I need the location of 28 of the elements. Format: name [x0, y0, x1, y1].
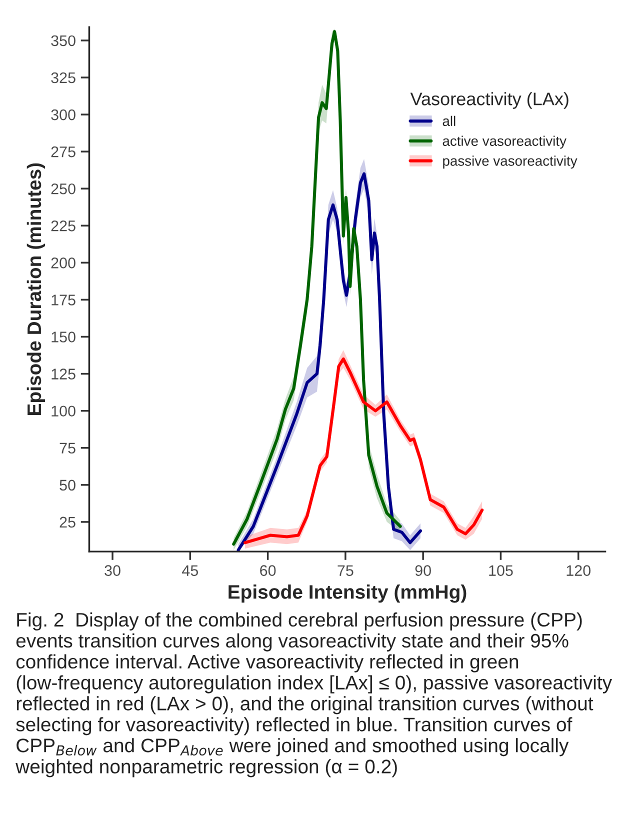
text: Fig. 2 Display of the combined cerebral perfusion pressure (CPP) events transition curves along vasoreactivity state and their 95% confidence interval. Active vasoreactivity reflected in green (low-frequency autoregulation index [LAx] ≤ 0), passive vasoreactivity reflected in red (LAx > 0), and the original transition curves (without selecting for vasoreactivity) reflected in blue. Transition curves of CPP$_{Below}$ and CPP$_{Above}$ were joined and smoothed using locally weighted nonparametric regression (α = 0.2): [16, 612, 612, 778]
y-tick-label: 100: [52, 406, 76, 417]
y-tick-label: 125: [52, 368, 76, 380]
y-tick-label: 225: [51, 220, 76, 232]
x-tick-label: 105: [489, 565, 513, 576]
y-tick-label: 75: [60, 442, 76, 454]
y-tick-label: 150: [52, 332, 76, 342]
y-axis-title: Episode Duration (minutes): [26, 163, 45, 415]
legend-label: all: [442, 116, 456, 126]
x-tick-label: 75: [338, 565, 354, 576]
legend-label: passive vasoreactivity: [443, 156, 578, 169]
y-tick-label: 250: [51, 183, 76, 194]
y-tick-label: 350: [51, 35, 76, 46]
x-tick-label: 60: [260, 565, 276, 576]
y-tick-label: 25: [60, 516, 76, 528]
legend-title: Vasoreactivity (LAx): [410, 92, 568, 109]
x-tick-label: 30: [104, 565, 120, 576]
x-tick-label: 120: [566, 565, 591, 576]
y-tick-label: 300: [51, 109, 76, 120]
legend-label: active vasoreactivity: [442, 136, 566, 149]
y-tick-label: 175: [52, 294, 76, 306]
x-tick-label: 45: [182, 565, 198, 576]
x-tick-label: 90: [415, 565, 431, 576]
y-tick-label: 275: [51, 146, 76, 158]
y-tick-label: 200: [51, 258, 76, 268]
y-tick-label: 50: [60, 480, 76, 491]
x-axis-title: Episode Intensity (mmHg): [228, 584, 466, 603]
y-tick-label: 325: [51, 72, 76, 84]
